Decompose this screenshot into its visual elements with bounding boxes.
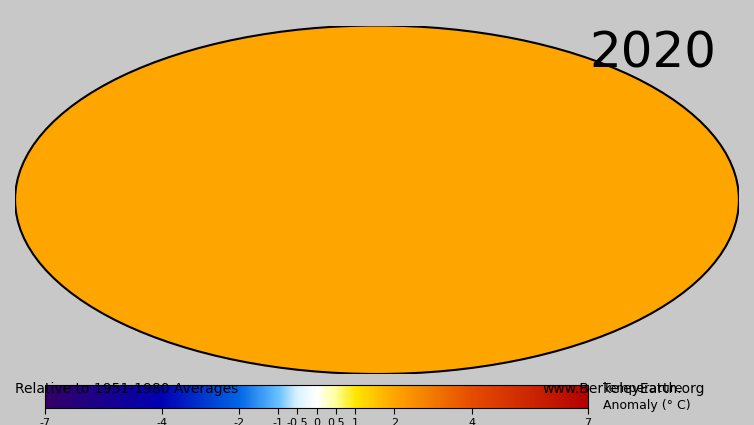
Text: Relative to 1951-1980 Averages: Relative to 1951-1980 Averages [15,382,238,397]
Text: Anomaly (° C): Anomaly (° C) [603,400,691,412]
Text: www.BerkeleyEarth.org: www.BerkeleyEarth.org [543,382,706,397]
Ellipse shape [15,26,739,374]
Text: Temperature: Temperature [603,382,682,395]
Text: 2020: 2020 [590,30,716,78]
